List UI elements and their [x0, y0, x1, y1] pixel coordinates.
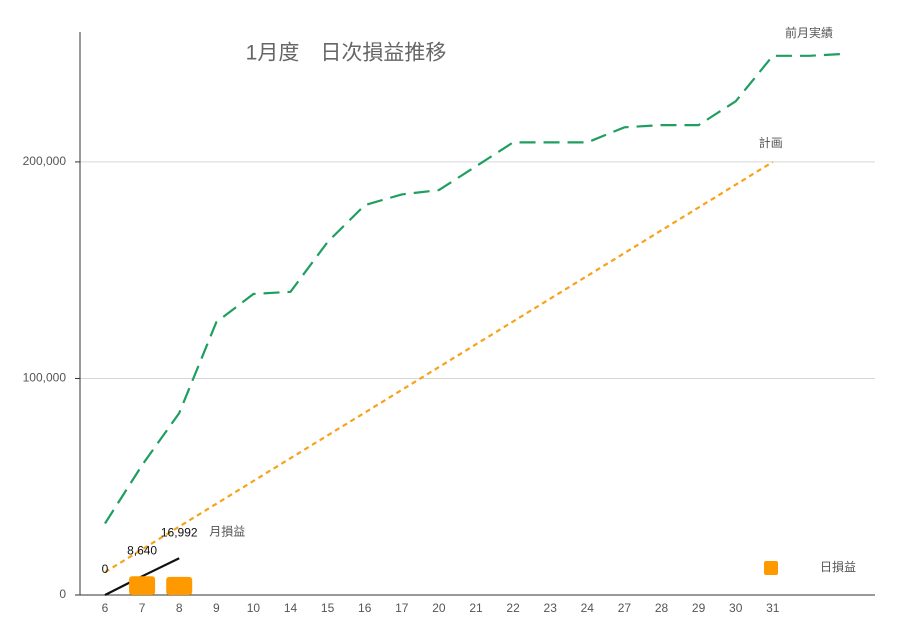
x-tick-label: 29 [692, 601, 706, 615]
y-tick-label: 0 [59, 587, 66, 601]
x-tick-label: 21 [469, 601, 483, 615]
x-tick-label: 17 [395, 601, 409, 615]
series-label: 計画 [759, 135, 783, 150]
x-tick-label: 30 [729, 601, 743, 615]
x-tick-label: 8 [176, 601, 183, 615]
x-tick-label: 9 [213, 601, 220, 615]
x-tick-label: 6 [102, 601, 109, 615]
y-tick-label: 200,000 [23, 154, 67, 168]
y-tick-label: 100,000 [23, 371, 67, 385]
data-label: 0 [102, 562, 109, 576]
series-line [104, 52, 848, 525]
bar [166, 576, 193, 595]
x-tick-label: 14 [284, 601, 298, 615]
legend-swatch [764, 561, 778, 575]
data-label: 8,640 [127, 543, 157, 557]
x-tick-label: 31 [766, 601, 780, 615]
x-tick-label: 23 [544, 601, 558, 615]
chart-title: 1月度 日次損益推移 [246, 42, 447, 65]
bar [129, 576, 156, 595]
legend-label: 日損益 [820, 559, 856, 574]
series-label: 前月実績 [785, 25, 833, 40]
x-tick-label: 20 [432, 601, 446, 615]
x-tick-label: 28 [655, 601, 669, 615]
x-tick-label: 15 [321, 601, 335, 615]
series-line [104, 160, 774, 574]
x-tick-label: 10 [247, 601, 261, 615]
x-tick-label: 16 [358, 601, 372, 615]
x-tick-label: 27 [618, 601, 632, 615]
x-tick-label: 22 [506, 601, 520, 615]
series-label: 月損益 [209, 523, 245, 538]
x-tick-label: 7 [139, 601, 146, 615]
x-tick-label: 24 [581, 601, 595, 615]
data-label: 16,992 [161, 525, 198, 539]
